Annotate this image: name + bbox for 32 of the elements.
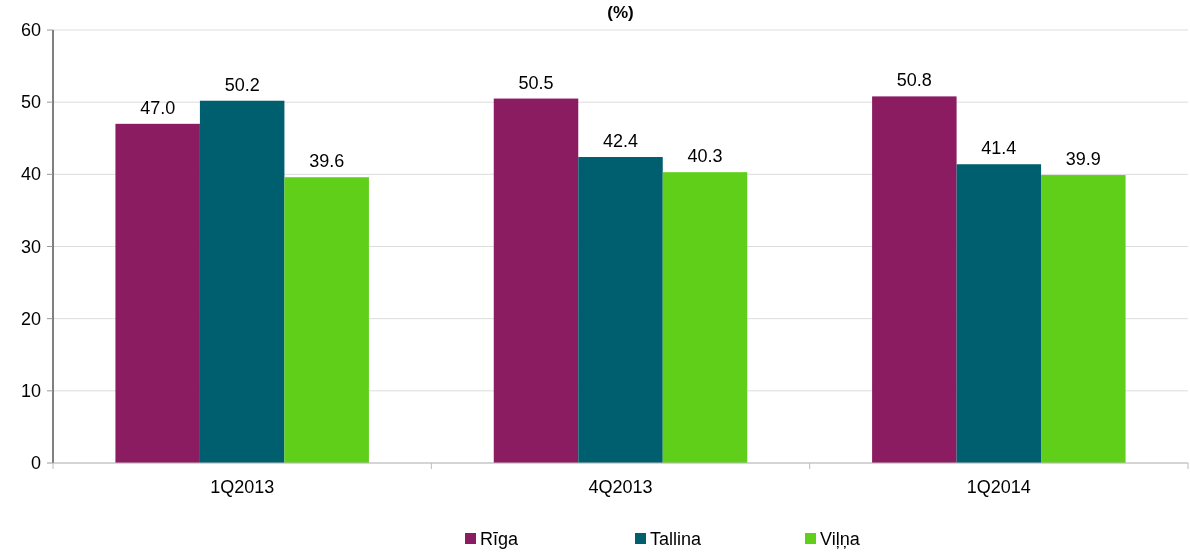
data-label: 50.2 (224, 74, 260, 95)
data-label: 42.4 (602, 131, 639, 152)
y-tick-label: 0 (30, 453, 41, 473)
bar (115, 123, 200, 463)
y-tick-label: 30 (20, 236, 41, 257)
data-label: 41.4 (981, 138, 1017, 159)
data-label: 40.3 (687, 146, 723, 167)
data-label: 47.0 (140, 97, 176, 118)
legend-label: Viļņa (820, 529, 861, 549)
bar (199, 100, 285, 463)
data-label: 39.6 (309, 151, 345, 172)
chart-title: (%) (607, 3, 634, 22)
x-tick-label: 1Q2014 (966, 477, 1031, 497)
y-tick-label: 60 (20, 20, 41, 40)
y-tick-label: 40 (20, 164, 41, 185)
data-label: 50.8 (896, 70, 932, 91)
bar (493, 98, 579, 463)
legend-label: Rīga (480, 529, 520, 549)
x-tick-label: 1Q2013 (210, 477, 275, 497)
bar (1041, 175, 1126, 463)
data-label: 39.9 (1065, 149, 1101, 170)
bar (284, 177, 369, 463)
x-tick-label: 4Q2013 (588, 477, 653, 497)
bar (578, 157, 663, 463)
data-label: 50.5 (518, 72, 554, 93)
legend-label: Tallina (650, 529, 703, 549)
y-tick-label: 10 (20, 380, 41, 401)
bar (872, 96, 957, 463)
y-tick-label: 20 (20, 308, 41, 329)
bar (956, 164, 1042, 463)
y-tick-label: 50 (20, 92, 41, 113)
bar (662, 172, 748, 463)
